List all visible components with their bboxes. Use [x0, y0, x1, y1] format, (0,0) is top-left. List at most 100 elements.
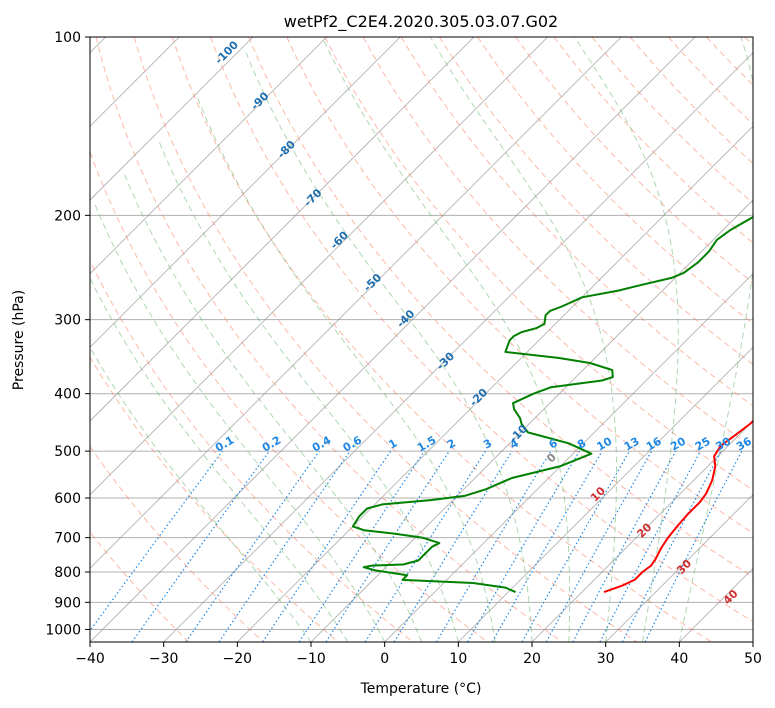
dry-adiabat-line [171, 37, 712, 642]
dry-adiabat-line [90, 150, 488, 642]
mixing-ratio-line [218, 450, 351, 642]
mixing-ratio-label: 6 [547, 436, 560, 451]
mixing-ratio-label: 3 [481, 437, 494, 452]
dry-adiabat-line [362, 37, 753, 449]
y-tick-label: 1000 [45, 622, 81, 638]
mixing-ratio-line [466, 450, 580, 642]
temperature-profile-line [603, 419, 753, 594]
moist-adiabat-line [90, 346, 312, 642]
dry-adiabat-line [286, 37, 753, 534]
adiabat-label: 30 [674, 557, 694, 577]
dry-adiabat-line [90, 259, 414, 642]
moist-adiabat-line [321, 37, 571, 642]
moist-adiabat-line [195, 94, 496, 642]
x-tick-label: −20 [223, 651, 253, 667]
dry-adiabat-line [438, 37, 753, 366]
dry-adiabat-line [591, 37, 753, 204]
y-tick-label: 800 [54, 565, 81, 581]
isotherm-line [163, 52, 753, 642]
x-tick-label: −30 [149, 651, 179, 667]
mixing-ratio-line [435, 450, 552, 642]
y-tick-label: 200 [54, 208, 81, 224]
isotherm-line [90, 37, 327, 275]
isotherm-line [752, 641, 753, 642]
mixing-ratio-label: 2 [445, 437, 458, 452]
y-tick-label: 700 [54, 531, 81, 547]
isotherm-line [458, 346, 753, 642]
mixing-ratio-line [298, 450, 425, 642]
dry-adiabat-line [248, 37, 753, 578]
mixing-ratio-line [572, 450, 677, 642]
isotherm-line [90, 37, 622, 569]
x-tick-label: −10 [296, 651, 326, 667]
moist-adiabat-line [678, 37, 753, 642]
dry-adiabat-line [90, 356, 339, 642]
mixing-ratio-line [262, 450, 392, 642]
isotherm-line [310, 199, 753, 642]
dry-adiabat-line [90, 531, 190, 642]
moist-adiabat-line [158, 141, 459, 642]
mixing-ratio-line [521, 450, 631, 642]
x-tick-label: 0 [380, 651, 389, 667]
isotherm-line [679, 567, 753, 642]
mixing-ratio-line [90, 450, 223, 632]
isotherm-line [90, 37, 254, 201]
isotherm-line [605, 494, 753, 642]
mixing-ratio-line [545, 450, 653, 642]
x-axis-label: Temperature (°C) [360, 681, 482, 697]
adiabat-label: -90 [248, 89, 271, 112]
dry-adiabat-line [133, 37, 638, 642]
mixing-ratio-line [185, 450, 320, 642]
y-tick-label: 600 [54, 491, 81, 507]
isotherm-line [90, 37, 401, 348]
dry-adiabat-line [553, 37, 753, 244]
x-tick-label: 10 [449, 651, 467, 667]
dry-adiabat-line [324, 37, 753, 491]
x-tick-label: 40 [670, 651, 688, 667]
adiabat-label: -20 [467, 386, 490, 409]
x-tick-label: 20 [523, 651, 541, 667]
dry-adiabat-line [744, 37, 753, 47]
moist-adiabat-line [123, 173, 422, 642]
isotherm-line [384, 273, 753, 642]
mixing-ratio-line [599, 450, 702, 642]
dry-adiabat-line [210, 37, 753, 623]
adiabat-label: 40 [721, 587, 741, 607]
mixing-ratio-label: 1 [386, 437, 399, 452]
adiabat-label: -60 [328, 228, 351, 251]
mixing-ratio-line [644, 450, 743, 642]
isotherm-line [90, 37, 696, 642]
moist-adiabat-line [573, 37, 679, 642]
mixing-ratio-line [131, 450, 270, 642]
x-tick-label: 30 [597, 651, 615, 667]
dry-adiabat-line [400, 37, 753, 407]
moist-adiabat-line [93, 201, 386, 642]
moist-adiabat-line [244, 49, 533, 642]
x-tick-label: −40 [75, 651, 105, 667]
y-axis-label: Pressure (hPa) [11, 290, 27, 390]
plot-frame [89, 36, 754, 643]
moist-adiabat-line [429, 37, 617, 642]
x-tick-label: 50 [744, 651, 762, 667]
adiabat-label: -30 [434, 349, 457, 372]
adiabat-label: -50 [361, 271, 384, 294]
adiabat-label: -40 [394, 307, 417, 330]
y-tick-label: 900 [54, 595, 81, 611]
y-tick-label: 500 [54, 444, 81, 460]
y-tick-label: 300 [54, 313, 81, 329]
dry-adiabat-line [668, 37, 753, 125]
mixing-ratio-line [325, 450, 450, 642]
adiabat-label: -80 [275, 138, 298, 161]
chart-title: wetPf2_C2E4.2020.305.03.07.G02 [284, 12, 558, 32]
isotherm-line [90, 37, 475, 422]
dry-adiabat-line [706, 37, 753, 86]
isotherm-line [90, 37, 548, 496]
mixing-ratio-line [364, 450, 486, 642]
isotherm-line [237, 125, 753, 642]
adiabat-label: 10 [588, 484, 608, 504]
y-tick-label: 400 [54, 387, 81, 403]
y-tick-label: 100 [54, 30, 81, 46]
isotherm-line [531, 420, 753, 642]
dry-adiabat-line [90, 445, 264, 642]
